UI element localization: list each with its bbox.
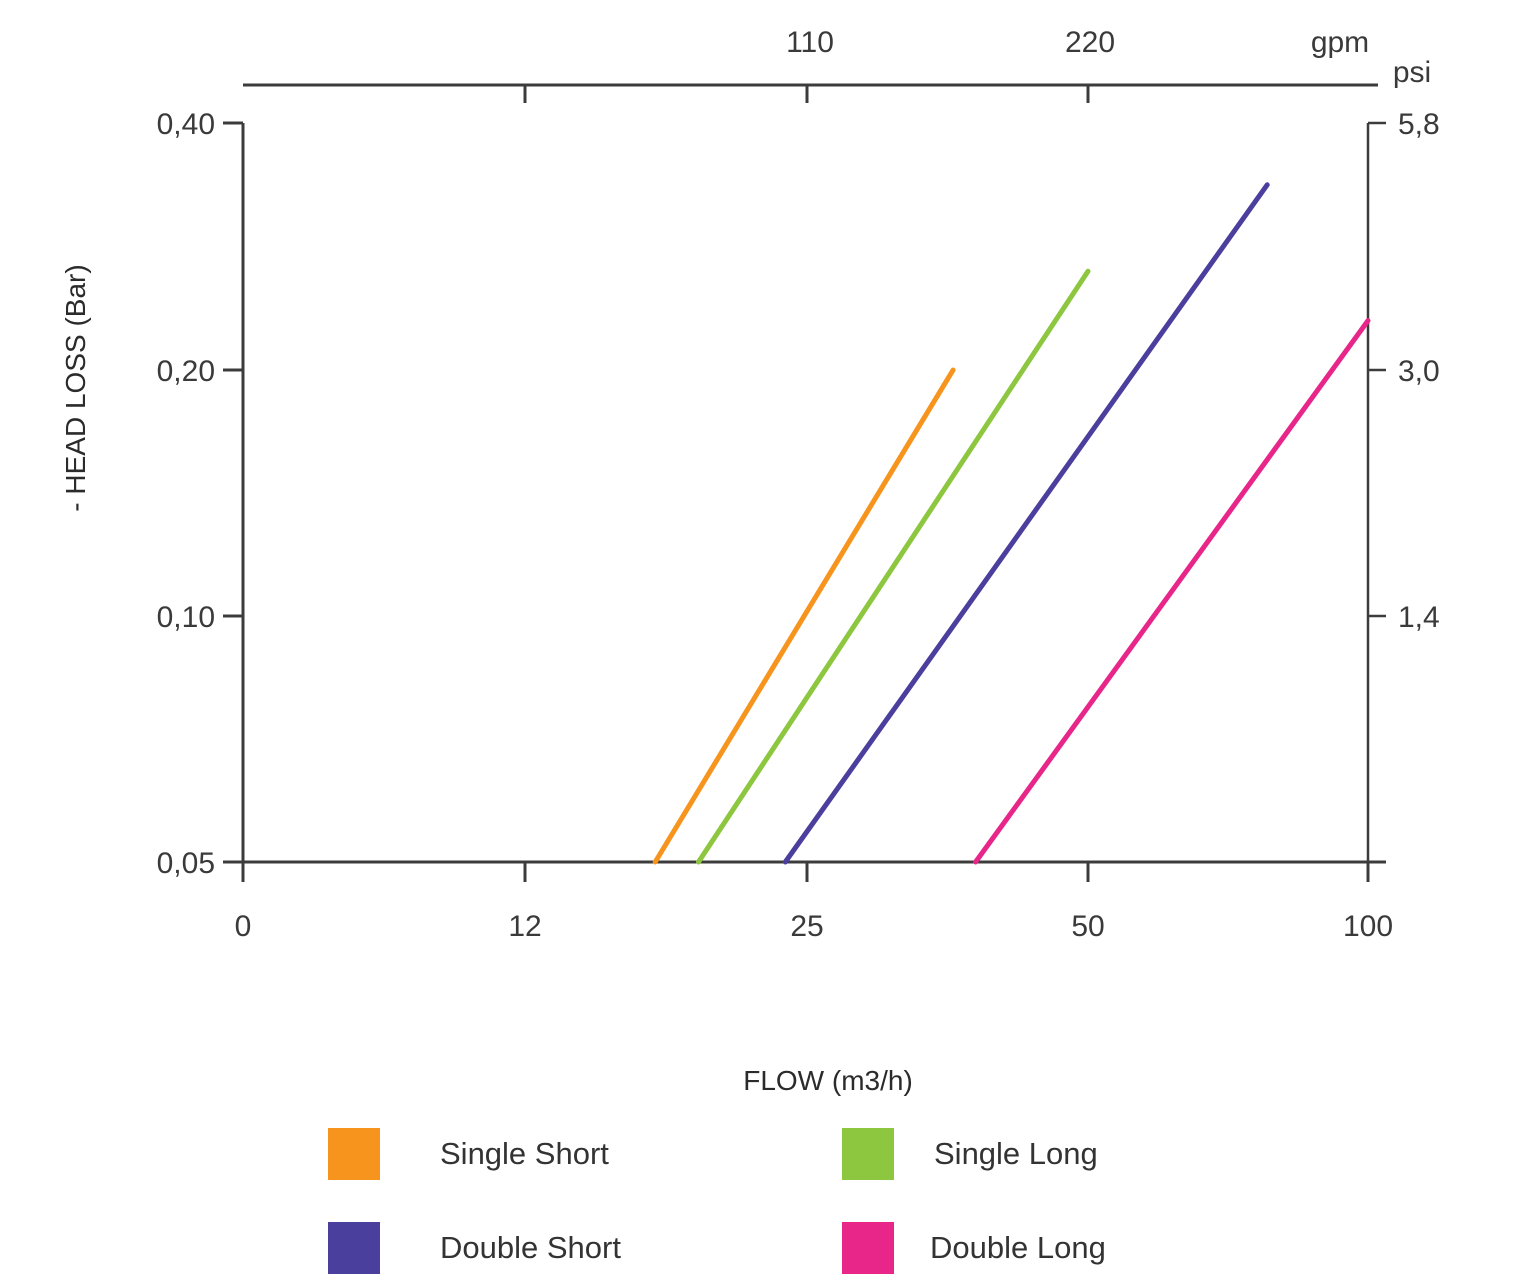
series-line-double-long: [973, 318, 1371, 865]
y-right-unit-label: psi: [1393, 56, 1431, 89]
series-line-single-short: [652, 367, 956, 865]
x-top-tick-label-220: 220: [1065, 26, 1115, 59]
y-tick-label-1: 0,10: [157, 601, 215, 634]
x-top-unit-label: gpm: [1311, 26, 1369, 59]
x-tick-label-100: 100: [1343, 910, 1393, 943]
x-tick-label-0: 0: [235, 910, 252, 943]
series-line-double-short: [782, 182, 1270, 865]
x-tick-label-25: 25: [790, 910, 823, 943]
x-top-tick-label-110: 110: [786, 26, 834, 59]
x-tick-label-50: 50: [1071, 910, 1104, 943]
series-line-single-long: [696, 268, 1091, 865]
series-lines: [652, 182, 1371, 865]
y-tick-label-3: 0,40: [157, 108, 215, 141]
y-right-tick-label-1: 3,0: [1398, 355, 1440, 388]
x-axis-title: FLOW (m3/h): [743, 1065, 913, 1096]
y-right-tick-label-2: 5,8: [1398, 108, 1440, 141]
axis-labels: 0 12 25 50 100 110 220 gpm 0,05 0,10 0,20 0,40 1,4 3,…: [60, 26, 1440, 1096]
y-tick-label-2: 0,20: [157, 355, 215, 388]
y-axis-title: - HEAD LOSS (Bar): [60, 264, 91, 511]
axes: [223, 83, 1386, 882]
y-tick-label-0: 0,05: [157, 847, 215, 880]
x-tick-label-12: 12: [508, 910, 541, 943]
y-right-tick-label-0: 1,4: [1398, 601, 1440, 634]
